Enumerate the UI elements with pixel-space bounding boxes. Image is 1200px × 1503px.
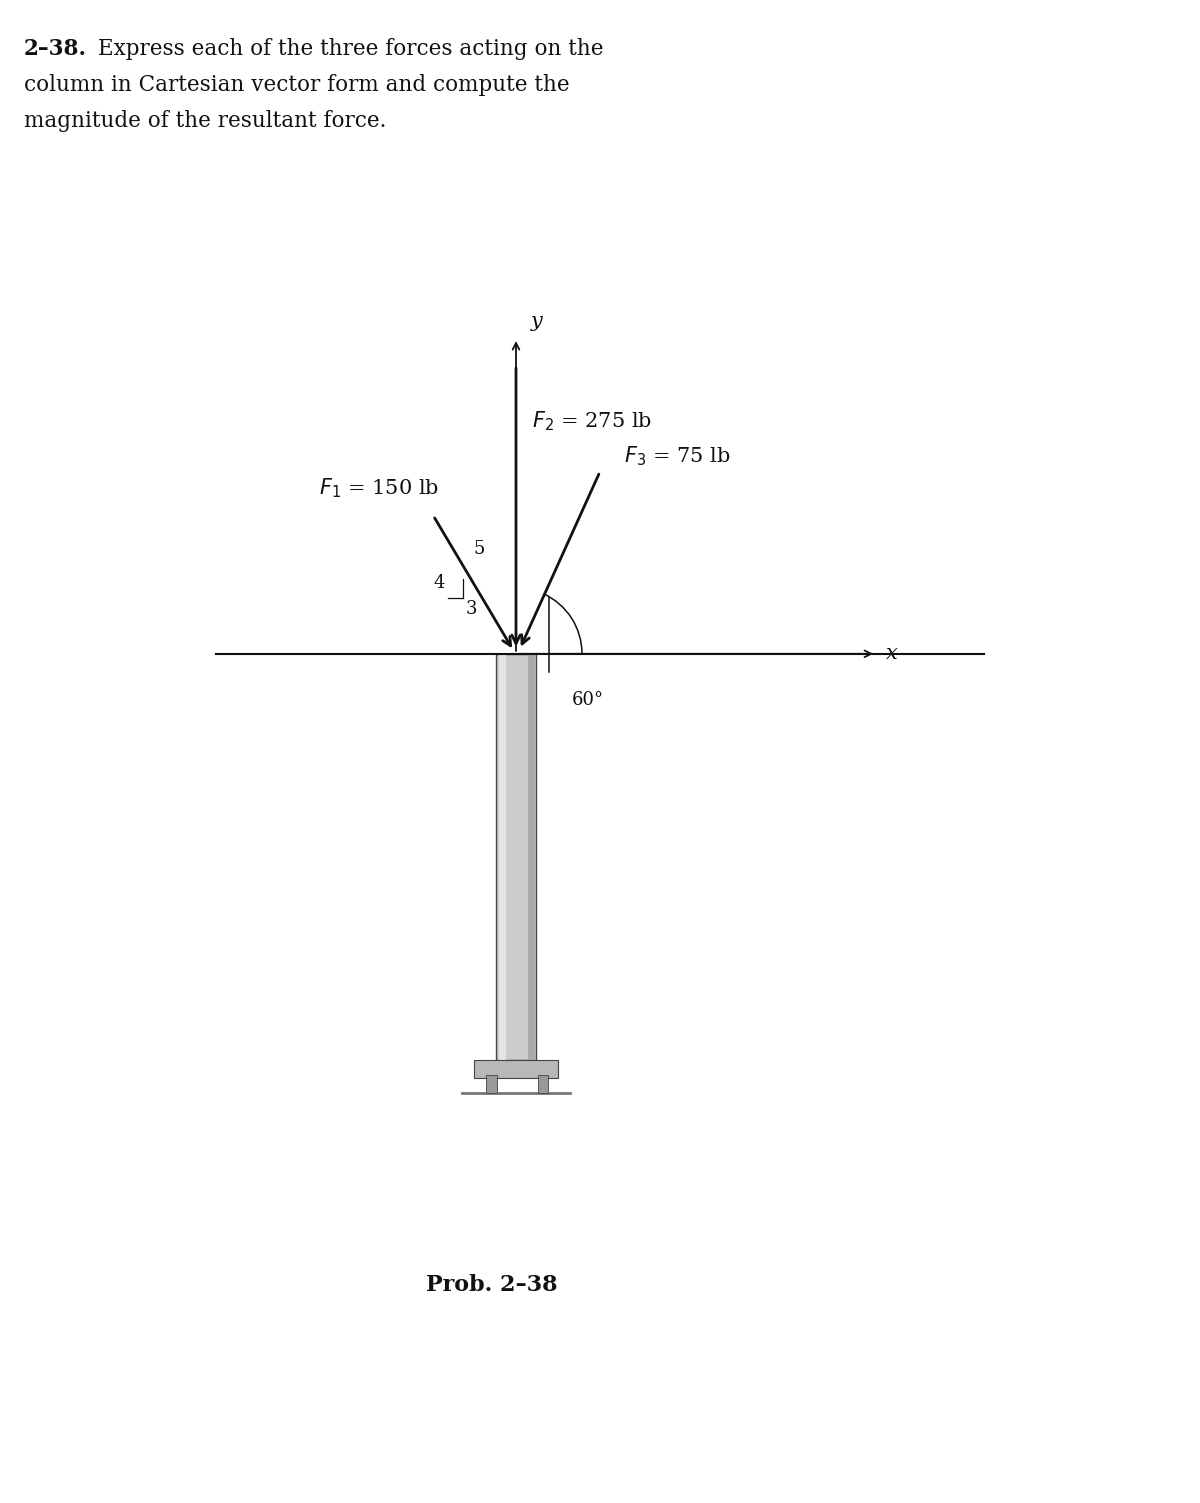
Text: 5: 5 <box>473 540 485 558</box>
Text: $F_1$ = 150 lb: $F_1$ = 150 lb <box>319 476 439 500</box>
Text: Express each of the three forces acting on the: Express each of the three forces acting … <box>98 38 604 60</box>
Text: x: x <box>886 645 898 663</box>
Text: y: y <box>530 311 542 331</box>
Bar <box>499 654 506 1060</box>
Text: 4: 4 <box>433 574 445 592</box>
Bar <box>528 654 535 1060</box>
Text: column in Cartesian vector form and compute the: column in Cartesian vector form and comp… <box>24 74 570 96</box>
Text: Prob. 2–38: Prob. 2–38 <box>426 1275 558 1296</box>
Text: magnitude of the resultant force.: magnitude of the resultant force. <box>24 110 386 132</box>
Text: $F_3$ = 75 lb: $F_3$ = 75 lb <box>624 445 731 469</box>
Text: 3: 3 <box>466 600 478 618</box>
Text: 2–38.: 2–38. <box>24 38 88 60</box>
FancyBboxPatch shape <box>496 654 536 1060</box>
Text: $F_2$ = 275 lb: $F_2$ = 275 lb <box>532 409 652 433</box>
Bar <box>538 1075 548 1093</box>
Bar <box>474 1060 558 1078</box>
Bar <box>486 1075 497 1093</box>
Text: 60°: 60° <box>572 691 605 709</box>
